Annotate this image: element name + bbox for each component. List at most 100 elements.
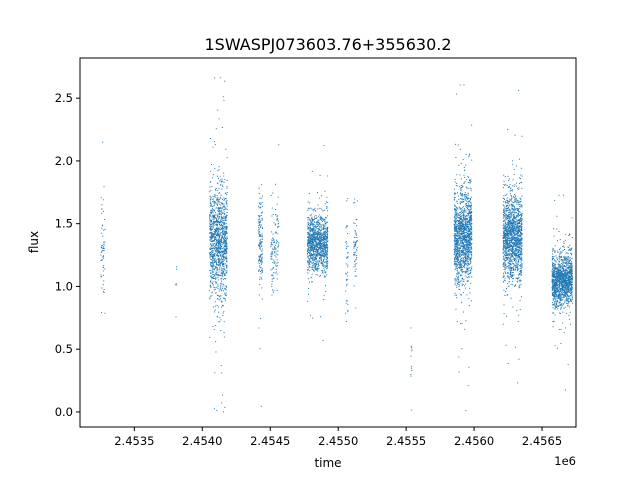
data-point (215, 189, 217, 191)
data-point (354, 251, 356, 253)
data-point (317, 222, 319, 224)
data-point (210, 204, 212, 206)
data-point (259, 259, 261, 261)
data-point (505, 217, 507, 219)
data-point (309, 261, 311, 263)
data-point (326, 243, 328, 245)
data-point (323, 259, 325, 261)
data-point (464, 253, 466, 255)
data-point (220, 197, 222, 199)
data-point (457, 208, 459, 210)
data-point (317, 247, 319, 249)
data-point (466, 234, 468, 236)
data-point (456, 212, 458, 214)
data-point (317, 221, 319, 223)
data-point (217, 219, 219, 221)
data-point (467, 264, 469, 266)
data-point (316, 239, 318, 241)
data-point (457, 230, 459, 232)
data-point (454, 210, 456, 212)
data-point (463, 249, 465, 251)
data-point (467, 231, 469, 233)
data-point (457, 250, 459, 252)
data-point (226, 238, 228, 240)
data-point (504, 230, 506, 232)
data-point (316, 254, 318, 256)
data-point (410, 365, 412, 367)
data-point (261, 236, 263, 238)
data-point (321, 250, 323, 252)
data-point (311, 242, 313, 244)
data-point (323, 219, 325, 221)
data-point (512, 204, 514, 206)
data-point (211, 256, 213, 258)
data-point (510, 253, 512, 255)
data-point (326, 266, 328, 268)
data-cluster (453, 84, 473, 412)
data-point (225, 228, 227, 230)
data-point (261, 262, 263, 264)
data-point (321, 243, 323, 245)
data-point (216, 274, 218, 276)
data-point (322, 339, 324, 341)
data-point (464, 236, 466, 238)
data-point (226, 286, 228, 288)
data-point (510, 271, 512, 273)
data-point (217, 269, 219, 271)
data-point (454, 278, 456, 280)
data-point (353, 244, 355, 246)
data-point (510, 274, 512, 276)
data-point (260, 267, 262, 269)
data-point (326, 234, 328, 236)
data-point (217, 306, 219, 308)
data-point (216, 305, 218, 307)
data-point (218, 247, 220, 249)
data-point (310, 244, 312, 246)
data-point (214, 229, 216, 231)
data-point (464, 195, 466, 197)
data-point (466, 245, 468, 247)
data-point (221, 225, 223, 227)
data-point (321, 253, 323, 255)
data-point (317, 248, 319, 250)
data-point (514, 225, 516, 227)
data-point (508, 236, 510, 238)
data-point (220, 254, 221, 256)
data-point (218, 198, 220, 200)
data-point (353, 247, 355, 249)
data-point (218, 224, 220, 225)
data-point (468, 234, 470, 236)
data-point (216, 240, 218, 242)
data-point (458, 356, 460, 358)
data-point (225, 288, 226, 290)
data-point (216, 182, 218, 184)
data-point (456, 213, 458, 215)
data-point (259, 202, 261, 204)
data-point (224, 246, 226, 248)
data-point (213, 202, 215, 204)
data-point (223, 99, 225, 101)
data-point (323, 261, 325, 263)
data-point (506, 288, 508, 290)
data-point (520, 264, 522, 266)
data-point (226, 243, 228, 245)
data-point (505, 228, 507, 230)
data-point (469, 248, 471, 250)
data-point (314, 239, 316, 241)
data-point (355, 232, 357, 234)
data-point (313, 236, 315, 238)
data-point (471, 267, 473, 269)
data-point (213, 200, 215, 202)
data-point (313, 227, 315, 229)
data-point (320, 223, 322, 225)
data-point (315, 267, 317, 269)
data-point (216, 249, 218, 251)
data-point (313, 246, 315, 248)
data-point (466, 244, 468, 246)
data-point (464, 236, 466, 238)
data-point (278, 144, 280, 146)
data-point (459, 193, 461, 195)
data-point (216, 255, 218, 257)
data-point (226, 232, 228, 234)
data-point (224, 274, 225, 276)
